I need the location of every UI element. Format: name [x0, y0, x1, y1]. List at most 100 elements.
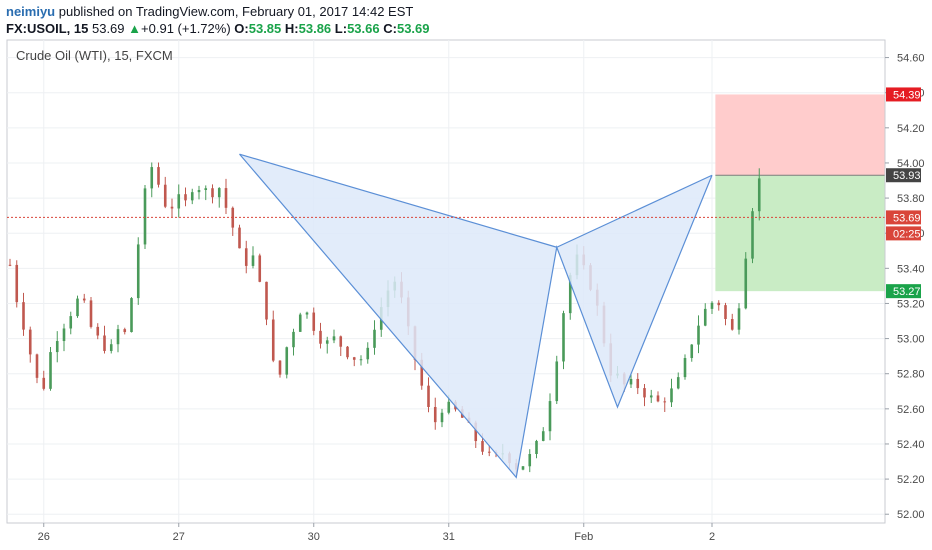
author-link[interactable]: neimiyu [6, 4, 56, 19]
high-label: H: [284, 21, 299, 36]
candle-body [717, 302, 721, 306]
candle-body [35, 354, 39, 378]
candle-body [8, 264, 12, 266]
candle-body [305, 312, 309, 315]
position-zones [715, 94, 885, 292]
harmonic-pattern [239, 153, 713, 479]
candle-body [143, 188, 147, 245]
candle-body [190, 192, 194, 201]
candle-body [474, 422, 478, 442]
candle-body [359, 359, 363, 361]
candle-body [629, 378, 633, 385]
y-tick-label: 52.60 [897, 404, 925, 416]
candle-body [366, 347, 370, 360]
candle-body [339, 336, 343, 347]
stop-price-tag-bg [886, 87, 921, 102]
candle-body [177, 194, 181, 209]
candle-body [103, 335, 106, 351]
candle-body [76, 298, 79, 317]
candle-body [447, 401, 451, 413]
candle-body [373, 329, 376, 348]
price-axis[interactable]: 54.6054.4054.2054.0053.8053.6053.4053.20… [884, 40, 932, 523]
candle-body [744, 258, 748, 309]
take-profit-zone [715, 175, 885, 292]
y-tick-label: 53.20 [897, 298, 925, 310]
candle-body [420, 359, 424, 386]
x-tick-label: 27 [173, 531, 185, 543]
candle-body [244, 248, 248, 266]
candle-body [150, 167, 154, 189]
entry-price-tag: 53.93 [893, 170, 921, 182]
candle-body [211, 188, 214, 198]
candle-body [703, 308, 707, 326]
x-tick-label: 31 [443, 531, 455, 543]
candle-body [643, 388, 646, 398]
candle-body [49, 352, 52, 389]
entry-price-tag-bg [886, 168, 921, 183]
price-tags: 54.39 53.93 53.69 02:25 53.27 [886, 87, 921, 299]
candle-body [690, 344, 694, 359]
close-value: 53.69 [396, 21, 430, 36]
price-change: +0.91 (+1.72%) [141, 21, 231, 36]
countdown-tag: 02:25 [893, 228, 921, 240]
low-label: L: [334, 21, 348, 36]
candle-body [656, 395, 660, 402]
candle-body [737, 308, 741, 330]
candle-body [15, 264, 19, 303]
y-tick-label: 54.60 [897, 53, 925, 65]
candle-body [292, 331, 295, 348]
candle-body [541, 431, 545, 441]
candle-body [217, 188, 221, 198]
target-price-tag: 53.27 [893, 286, 921, 298]
candle-body [319, 330, 322, 344]
candle-body [170, 206, 174, 209]
open-value: 53.85 [248, 21, 282, 36]
candle-body [184, 194, 187, 201]
candle-body [433, 406, 437, 423]
candle-body [204, 188, 208, 190]
candle-body [62, 328, 66, 342]
candle-body [757, 178, 761, 212]
candle-body [724, 305, 727, 320]
candle-body [258, 255, 262, 282]
candle-body [278, 360, 282, 375]
x-tick-label: 30 [308, 531, 320, 543]
candle-body [568, 275, 572, 314]
open-label: O: [234, 21, 249, 36]
candle-body [123, 329, 127, 333]
candle-body [130, 298, 133, 333]
y-tick-label: 52.20 [897, 474, 925, 486]
candle-body [271, 319, 275, 361]
candle-body [55, 341, 59, 353]
candle-body [116, 329, 120, 345]
symbol-label: FX:USOIL, 15 [6, 21, 89, 36]
candle-body [751, 211, 754, 259]
candle-body [69, 316, 73, 329]
triangle-up-icon: ▲ [128, 21, 142, 36]
candle-body [562, 313, 565, 362]
pattern-bd-line [556, 174, 713, 248]
time-axis[interactable]: 26 27 30 31 Feb 2 [7, 522, 885, 550]
candle-body [197, 189, 201, 193]
x-tick-label: Feb [574, 531, 593, 543]
candle-body [487, 451, 491, 453]
candle-body [730, 319, 734, 330]
y-tick-label: 52.80 [897, 369, 925, 381]
candle-body [332, 336, 336, 341]
candle-body [663, 401, 667, 403]
candle-body [440, 412, 444, 423]
publish-info: neimiyu published on TradingView.com, Fe… [6, 4, 413, 19]
candle-body [224, 188, 228, 208]
candle-body [683, 358, 687, 378]
candle-body [697, 325, 700, 345]
candle-body [535, 440, 538, 455]
candle-body [298, 314, 302, 332]
last-price: 53.69 [91, 21, 125, 36]
candle-body [285, 347, 289, 375]
candle-body [555, 361, 559, 402]
x-tick-label: 2 [709, 531, 715, 543]
candle-body [676, 377, 680, 389]
stop-price-tag: 54.39 [893, 89, 921, 101]
candle-body [89, 300, 93, 327]
